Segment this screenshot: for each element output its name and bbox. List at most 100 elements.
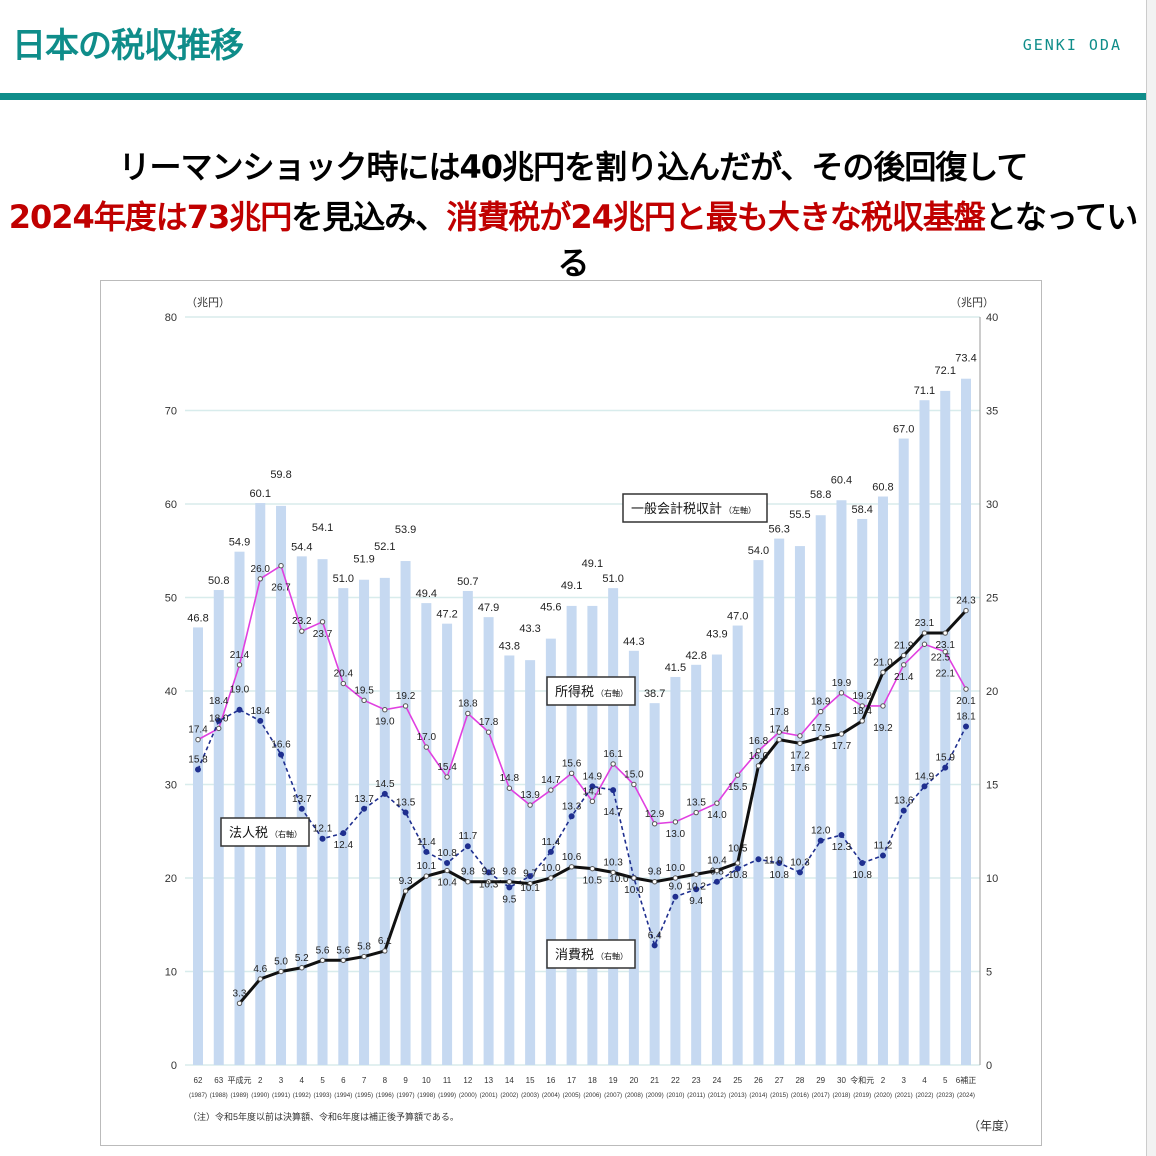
bar — [794, 546, 805, 1065]
data-point — [278, 751, 285, 758]
point-value-label: 23.7 — [313, 629, 333, 640]
data-point — [651, 942, 658, 949]
data-point — [568, 813, 575, 820]
point-value-label: 12.3 — [832, 842, 852, 853]
point-value-label: 10.8 — [852, 870, 872, 881]
x-year-label: (2016) — [791, 1093, 809, 1099]
point-value-label: 13.7 — [292, 794, 312, 805]
x-year-label: (2012) — [708, 1093, 726, 1099]
point-value-label: 13.3 — [562, 801, 582, 812]
data-point — [963, 686, 969, 692]
data-point — [713, 878, 720, 885]
point-value-label: 9.3 — [399, 876, 413, 887]
data-point — [444, 860, 451, 867]
data-point — [382, 707, 388, 713]
x-tick-label: 7 — [362, 1076, 367, 1085]
bar-value-label: 54.0 — [748, 545, 769, 557]
point-value-label: 5.2 — [295, 953, 309, 964]
data-point — [568, 864, 575, 870]
bar — [628, 650, 639, 1065]
point-value-label: 26.7 — [271, 583, 291, 594]
bar-value-label: 58.4 — [852, 504, 873, 516]
x-tick-label: 14 — [505, 1076, 514, 1085]
data-point — [755, 856, 762, 863]
data-point — [818, 708, 824, 715]
bar-value-label: 38.7 — [644, 688, 665, 700]
x-year-label: (1999) — [438, 1093, 456, 1099]
headline-line-2: 2024年度は73兆円を見込み、消費税が24兆円と最も大きな税収基盤となっている — [0, 192, 1146, 284]
x-tick-label: 4 — [922, 1076, 927, 1085]
bar — [587, 605, 598, 1065]
point-value-label: 9.0 — [668, 882, 682, 893]
point-value-label: 12.4 — [334, 840, 354, 851]
point-value-label: 9.4 — [689, 896, 703, 907]
data-point — [215, 717, 222, 724]
bar — [566, 605, 577, 1065]
data-point — [527, 873, 534, 880]
x-tick-label: 24 — [712, 1076, 721, 1085]
point-value-label: 10.3 — [790, 857, 810, 868]
point-value-label: 21.4 — [894, 672, 914, 683]
left-axis-unit: （兆円） — [186, 296, 230, 309]
data-point — [236, 662, 243, 668]
page-title: 日本の税収推移 — [12, 26, 244, 66]
chart-frame — [100, 280, 1042, 1146]
x-year-label: (2010) — [666, 1093, 684, 1099]
data-point — [797, 733, 803, 739]
bar-value-label: 50.8 — [208, 575, 229, 587]
page-edge — [1146, 0, 1156, 1156]
data-point — [236, 1000, 243, 1006]
data-point — [900, 807, 907, 814]
legend-box — [622, 493, 768, 523]
left-tick-label: 10 — [165, 967, 177, 979]
x-tick-label: 11 — [443, 1076, 452, 1085]
x-tick-label: 4 — [300, 1076, 305, 1085]
x-tick-label: 6 — [341, 1076, 346, 1085]
point-value-label: 13.9 — [520, 790, 540, 801]
point-value-label: 10.0 — [541, 863, 561, 874]
left-tick-label: 60 — [165, 499, 177, 511]
x-tick-label: 5 — [943, 1076, 948, 1085]
data-point — [776, 736, 782, 743]
data-point — [257, 717, 264, 724]
point-value-label: 24.3 — [956, 596, 976, 607]
bar-value-label: 51.0 — [602, 573, 623, 585]
bar — [213, 590, 224, 1065]
point-value-label: 14.5 — [375, 779, 395, 790]
x-year-label: (2022) — [915, 1093, 933, 1099]
x-year-label: (1997) — [397, 1093, 415, 1099]
bar-value-label: 52.1 — [374, 541, 395, 553]
x-year-label: (2021) — [895, 1093, 913, 1099]
x-year-label: (2006) — [583, 1093, 601, 1099]
author-name: GENKI ODA — [1022, 36, 1122, 54]
point-value-label: 13.7 — [354, 794, 374, 805]
data-point — [963, 607, 969, 614]
x-year-label: (1996) — [376, 1093, 394, 1099]
point-value-label: 16.1 — [603, 749, 623, 760]
data-point — [340, 680, 346, 687]
data-point — [610, 869, 616, 876]
data-point — [402, 888, 409, 894]
data-point — [527, 802, 533, 808]
data-point — [444, 774, 450, 780]
data-point — [278, 968, 284, 975]
data-point — [755, 763, 762, 769]
x-year-label: (2008) — [625, 1093, 643, 1099]
data-point — [506, 785, 513, 791]
point-value-label: 18.0 — [209, 713, 229, 724]
point-value-label: 14.7 — [541, 775, 561, 786]
data-point — [879, 852, 886, 859]
bar-value-label: 56.3 — [768, 524, 789, 536]
data-point — [257, 576, 263, 582]
data-point — [548, 875, 554, 881]
x-year-label: (2007) — [604, 1093, 622, 1099]
point-value-label: 11.0 — [764, 855, 783, 866]
point-value-label: 18.4 — [852, 706, 872, 717]
x-year-label: (2013) — [729, 1093, 747, 1099]
left-tick-label: 20 — [165, 873, 177, 885]
x-axis-unit: （年度） — [968, 1118, 1016, 1133]
bar-value-label: 43.8 — [499, 640, 520, 652]
data-point — [465, 710, 471, 717]
data-point — [402, 809, 409, 816]
x-tick-label: 6補正 — [956, 1075, 976, 1085]
